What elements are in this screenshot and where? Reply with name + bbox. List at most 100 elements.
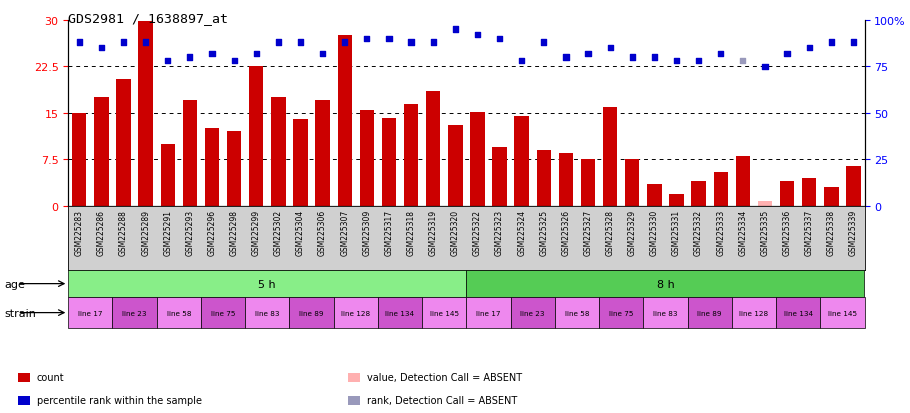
Text: GSM225319: GSM225319 <box>429 210 438 256</box>
Text: line 17: line 17 <box>78 310 103 316</box>
Bar <box>511 297 555 328</box>
Text: GSM225339: GSM225339 <box>849 210 858 256</box>
Text: line 128: line 128 <box>341 310 370 316</box>
Text: GSM225330: GSM225330 <box>650 210 659 256</box>
Bar <box>599 297 643 328</box>
Text: line 58: line 58 <box>565 310 589 316</box>
Bar <box>183 101 197 206</box>
Bar <box>448 126 462 206</box>
Text: GSM225298: GSM225298 <box>229 210 238 256</box>
Text: GSM225289: GSM225289 <box>141 210 150 256</box>
Text: line 23: line 23 <box>122 310 147 316</box>
Point <box>470 32 485 39</box>
Text: line 17: line 17 <box>476 310 500 316</box>
Point <box>492 36 507 43</box>
Bar <box>692 182 706 206</box>
Text: GSM225338: GSM225338 <box>827 210 835 256</box>
Bar <box>732 297 776 328</box>
Text: count: count <box>36 373 65 382</box>
Text: GSM225317: GSM225317 <box>384 210 393 256</box>
Text: GSM225326: GSM225326 <box>561 210 571 256</box>
Text: line 23: line 23 <box>521 310 545 316</box>
Point <box>514 58 529 65</box>
Text: value, Detection Call = ABSENT: value, Detection Call = ABSENT <box>367 373 521 382</box>
Point <box>227 58 241 65</box>
Point <box>426 40 440 46</box>
Text: age: age <box>5 279 25 289</box>
Point <box>647 55 662 61</box>
Bar <box>18 373 30 382</box>
Bar <box>466 271 864 297</box>
Point <box>205 51 219 57</box>
Bar <box>382 119 396 206</box>
Bar <box>514 116 529 206</box>
Point <box>602 45 617 52</box>
Text: GSM225333: GSM225333 <box>716 210 725 256</box>
Point <box>824 40 839 46</box>
Point <box>625 55 640 61</box>
Point <box>116 40 131 46</box>
Bar <box>338 36 352 206</box>
Bar <box>643 297 688 328</box>
Text: GSM225291: GSM225291 <box>163 210 172 256</box>
Bar <box>227 132 241 206</box>
Bar <box>113 297 157 328</box>
Point <box>271 40 286 46</box>
Point <box>713 51 728 57</box>
Point <box>381 36 396 43</box>
Text: GSM225332: GSM225332 <box>694 210 703 256</box>
Bar <box>735 157 750 206</box>
Bar <box>157 297 201 328</box>
Text: GSM225324: GSM225324 <box>517 210 526 256</box>
Text: GSM225309: GSM225309 <box>362 210 371 256</box>
Text: percentile rank within the sample: percentile rank within the sample <box>36 395 202 405</box>
Point <box>692 58 706 65</box>
Text: GSM225329: GSM225329 <box>628 210 637 256</box>
Text: strain: strain <box>5 308 36 318</box>
Text: line 58: line 58 <box>167 310 191 316</box>
Point <box>846 40 861 46</box>
Point <box>448 26 462 33</box>
Text: line 145: line 145 <box>430 310 459 316</box>
Bar <box>824 188 838 206</box>
Bar <box>289 297 334 328</box>
Text: GSM225307: GSM225307 <box>340 210 349 256</box>
Bar <box>603 107 617 206</box>
Text: line 83: line 83 <box>653 310 678 316</box>
Bar <box>95 98 108 206</box>
Text: line 145: line 145 <box>828 310 857 316</box>
Bar <box>581 160 595 206</box>
Text: GSM225322: GSM225322 <box>473 210 482 256</box>
Point <box>581 51 595 57</box>
Text: GSM225335: GSM225335 <box>761 210 770 256</box>
Text: GDS2981 / 1638897_at: GDS2981 / 1638897_at <box>68 12 228 25</box>
Point <box>669 58 683 65</box>
Text: GSM225293: GSM225293 <box>186 210 195 256</box>
Bar <box>359 111 374 206</box>
Text: GSM225334: GSM225334 <box>738 210 747 256</box>
Text: GSM225320: GSM225320 <box>450 210 460 256</box>
Bar <box>846 166 861 206</box>
Bar <box>422 297 466 328</box>
Text: GSM225288: GSM225288 <box>119 210 128 256</box>
Bar <box>18 396 30 405</box>
Text: GSM225325: GSM225325 <box>540 210 549 256</box>
Bar <box>378 297 422 328</box>
Point <box>72 40 86 46</box>
Text: GSM225331: GSM225331 <box>672 210 681 256</box>
Point <box>735 58 750 65</box>
Point <box>138 40 153 46</box>
Bar <box>802 178 816 206</box>
Bar <box>492 148 507 206</box>
Bar <box>160 145 175 206</box>
Bar <box>293 120 308 206</box>
Bar <box>205 129 219 206</box>
Text: GSM225286: GSM225286 <box>97 210 106 256</box>
Bar <box>316 101 329 206</box>
Bar <box>249 67 263 206</box>
Bar <box>555 297 599 328</box>
Point <box>537 40 551 46</box>
Text: rank, Detection Call = ABSENT: rank, Detection Call = ABSENT <box>367 395 517 405</box>
Bar <box>466 297 511 328</box>
Text: GSM225336: GSM225336 <box>783 210 792 256</box>
